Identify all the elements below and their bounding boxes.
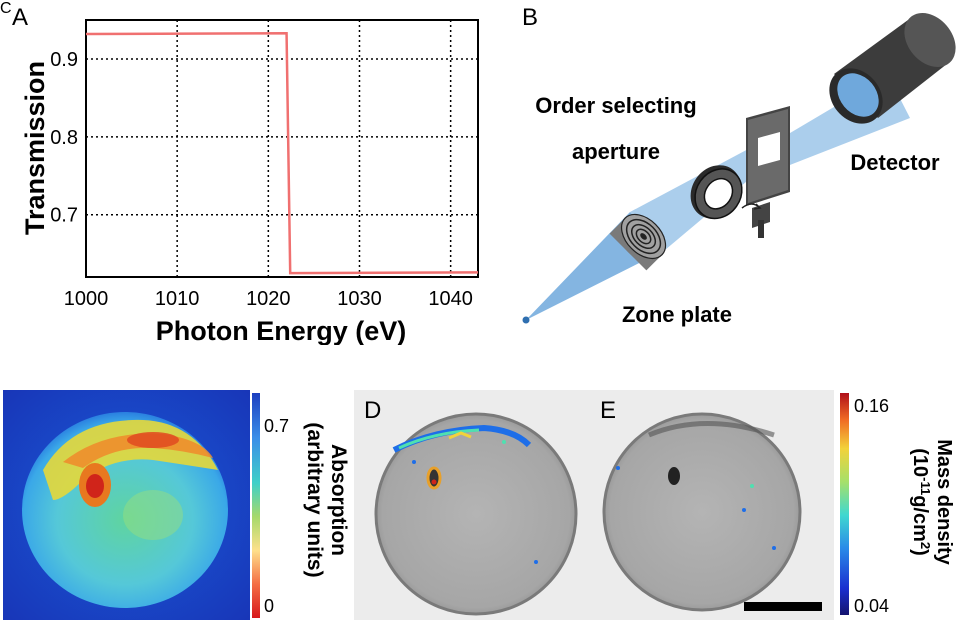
mass-density-colorbar: 0.16 0.04 Mass density (10-11g/cm2) — [840, 393, 955, 616]
aperture-label-line1: Order selecting — [535, 93, 696, 118]
y-tick-label: 0.8 — [50, 127, 78, 149]
transmission-series-line — [85, 31, 479, 275]
chart-grid — [86, 20, 478, 277]
chart-ticks: 1000 1010 1020 1030 1040 0.7 0.8 0.9 — [50, 49, 473, 310]
mass-density-label-line2: (10-11g/cm2) — [909, 448, 933, 556]
detector-cylinder — [829, 13, 956, 124]
absorption-map — [3, 390, 250, 620]
x-tick-label: 1040 — [428, 288, 473, 310]
x-tick-label: 1010 — [155, 288, 200, 310]
x-tick-label: 1000 — [64, 288, 109, 310]
mass-density-map-e: E — [594, 390, 834, 620]
panel-label-d: D — [364, 397, 381, 424]
y-tick-label: 0.9 — [50, 49, 78, 71]
focus-point — [522, 316, 530, 324]
aperture-label-line2: aperture — [572, 139, 660, 164]
aperture-ring — [690, 165, 743, 220]
cell-outline-d — [374, 412, 578, 616]
absorption-label-line1: Absorption — [327, 444, 350, 556]
y-axis-label: Transmission — [20, 61, 50, 235]
sample-holder — [741, 106, 790, 238]
x-axis-label: Photon Energy (eV) — [156, 316, 407, 345]
panel-label-e: E — [600, 397, 616, 424]
zone-plate — [609, 213, 667, 271]
absorption-tick-min: 0 — [264, 596, 274, 616]
panel-label-c: C — [0, 0, 12, 17]
detector-label: Detector — [850, 150, 940, 175]
x-tick-label: 1020 — [246, 288, 291, 310]
absorption-tick-max: 0.7 — [264, 416, 289, 436]
x-tick-label: 1030 — [337, 288, 382, 310]
scale-bar — [744, 602, 822, 611]
chart-frame — [85, 19, 479, 278]
panel-label-b: B — [522, 4, 539, 31]
absorption-colorbar: 0.7 0 Absorption (arbitrary units) — [252, 393, 350, 618]
absorption-label-line2: (arbitrary units) — [303, 422, 326, 577]
mass-density-tick-max: 0.16 — [854, 396, 889, 416]
optics-diagram: Order selecting aperture Detector Zone p… — [522, 13, 956, 327]
cell-outline-e — [602, 412, 802, 612]
mass-density-map-d: D — [354, 390, 594, 620]
mass-density-label-line1: Mass density — [933, 439, 955, 565]
mass-density-tick-min: 0.04 — [854, 596, 889, 616]
y-tick-label: 0.7 — [50, 205, 78, 227]
panel-label-a: A — [12, 4, 29, 31]
zone-plate-label: Zone plate — [622, 302, 732, 327]
transmission-chart: 1000 1010 1020 1030 1040 0.7 0.8 0.9 Photon Ene… — [20, 19, 479, 345]
